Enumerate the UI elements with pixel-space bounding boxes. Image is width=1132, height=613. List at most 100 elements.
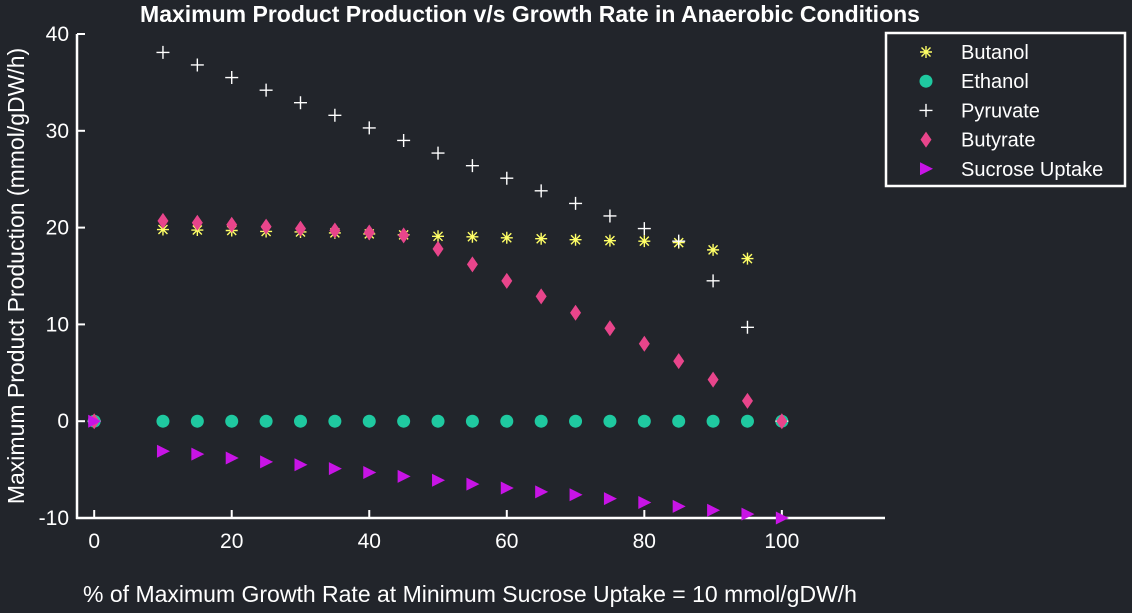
- x-axis-label: % of Maximum Growth Rate at Minimum Sucr…: [83, 581, 857, 607]
- data-point-butyrate: [741, 392, 753, 409]
- data-point-sucrose-uptake: [397, 469, 411, 483]
- data-point-butyrate: [398, 227, 410, 244]
- data-point-ethanol: [672, 414, 686, 428]
- y-tick-label: 30: [46, 120, 69, 143]
- data-point-butyrate: [329, 222, 341, 239]
- data-point-sucrose-uptake: [638, 496, 652, 510]
- data-point-sucrose-uptake: [500, 481, 514, 495]
- data-point-ethanol: [293, 414, 307, 428]
- x-tick-label: 0: [88, 530, 100, 553]
- data-point-sucrose-uptake: [88, 414, 102, 428]
- data-point-pyruvate: [740, 320, 754, 334]
- chart-title: Maximum Product Production v/s Growth Ra…: [140, 1, 920, 27]
- data-point-sucrose-uptake: [260, 455, 274, 469]
- data-point-ethanol: [603, 414, 617, 428]
- data-point-butanol: [638, 235, 651, 248]
- axes: 0 20 40 60 80 100 -10 0 10 20 30 40: [39, 23, 885, 553]
- data-point-pyruvate: [293, 96, 307, 110]
- data-point-pyruvate: [603, 209, 617, 223]
- data-point-ethanol: [397, 414, 411, 428]
- y-tick-label: 10: [46, 313, 69, 336]
- legend-marker-butanol: [920, 46, 932, 58]
- data-point-ethanol: [637, 414, 651, 428]
- data-point-sucrose-uptake: [775, 511, 789, 525]
- series-butyrate: [88, 212, 788, 430]
- data-point-ethanol: [740, 414, 754, 428]
- y-tick-label: -10: [39, 507, 69, 530]
- data-point-butanol: [466, 230, 479, 243]
- x-tick-label: 100: [764, 530, 799, 553]
- data-point-butyrate: [157, 212, 169, 229]
- legend-label-butyrate: Butyrate: [961, 130, 1035, 152]
- data-point-butyrate: [673, 353, 685, 370]
- data-point-butyrate: [363, 224, 375, 241]
- data-point-ethanol: [362, 414, 376, 428]
- data-point-butyrate: [466, 256, 478, 273]
- data-point-ethanol: [190, 414, 204, 428]
- data-point-sucrose-uptake: [603, 492, 617, 506]
- legend-marker-ethanol: [919, 74, 933, 88]
- data-point-pyruvate: [397, 133, 411, 147]
- data-point-sucrose-uptake: [535, 485, 549, 499]
- x-tick-label: 40: [358, 530, 381, 553]
- data-point-butyrate: [776, 413, 788, 430]
- data-point-pyruvate: [637, 222, 651, 236]
- data-point-sucrose-uptake: [741, 507, 755, 521]
- data-point-pyruvate: [190, 58, 204, 72]
- legend-marker-butyrate: [920, 131, 932, 148]
- data-point-sucrose-uptake: [191, 447, 205, 461]
- data-point-butanol: [535, 232, 548, 245]
- legend-marker-pyruvate: [919, 103, 933, 117]
- y-tick-label: 0: [57, 410, 69, 433]
- data-point-sucrose-uptake: [466, 477, 480, 491]
- data-point-butanol: [707, 243, 720, 256]
- data-point-sucrose-uptake: [363, 466, 377, 480]
- data-point-butyrate: [535, 288, 547, 305]
- data-point-butanol: [569, 233, 582, 246]
- data-point-pyruvate: [500, 171, 514, 185]
- data-point-pyruvate: [259, 83, 273, 97]
- y-tick-label: 40: [46, 23, 69, 46]
- data-point-butyrate: [638, 335, 650, 352]
- data-point-ethanol: [706, 414, 720, 428]
- legend: Butanol Ethanol Pyruvate Butyrate Sucrose Up…: [884, 31, 1127, 188]
- data-point-ethanol: [465, 414, 479, 428]
- data-point-pyruvate: [534, 184, 548, 198]
- data-point-butyrate: [191, 214, 203, 231]
- data-point-butyrate: [501, 272, 513, 289]
- data-point-butanol: [741, 252, 754, 265]
- data-point-sucrose-uptake: [294, 458, 308, 472]
- data-point-butyrate: [604, 320, 616, 337]
- legend-label-pyruvate: Pyruvate: [961, 100, 1040, 122]
- data-point-butanol: [156, 223, 169, 236]
- y-axis-label: Maximum Product Production (mmol/gDW/h): [3, 48, 29, 504]
- data-point-butyrate: [707, 371, 719, 388]
- data-point-ethanol: [259, 414, 273, 428]
- y-tick-label: 20: [46, 217, 69, 240]
- data-point-sucrose-uptake: [707, 503, 721, 517]
- data-point-ethanol: [225, 414, 239, 428]
- legend-marker-sucrose-uptake: [920, 162, 933, 176]
- data-point-ethanol: [328, 414, 342, 428]
- data-point-pyruvate: [431, 146, 445, 160]
- data-point-ethanol: [569, 414, 583, 428]
- data-point-ethanol: [534, 414, 548, 428]
- plot-area: [87, 45, 789, 525]
- data-point-pyruvate: [569, 196, 583, 210]
- series-butanol: [88, 223, 754, 428]
- data-point-sucrose-uptake: [432, 473, 446, 487]
- data-point-sucrose-uptake: [328, 462, 342, 476]
- x-tick-label: 20: [220, 530, 243, 553]
- x-tick-label: 60: [495, 530, 518, 553]
- data-point-pyruvate: [328, 108, 342, 122]
- data-point-butyrate: [260, 218, 272, 235]
- data-point-sucrose-uptake: [225, 451, 239, 465]
- data-point-butyrate: [432, 240, 444, 257]
- data-point-butyrate: [226, 216, 238, 233]
- data-point-pyruvate: [156, 45, 170, 59]
- data-point-butyrate: [570, 304, 582, 321]
- data-point-pyruvate: [672, 234, 686, 248]
- data-point-pyruvate: [362, 121, 376, 135]
